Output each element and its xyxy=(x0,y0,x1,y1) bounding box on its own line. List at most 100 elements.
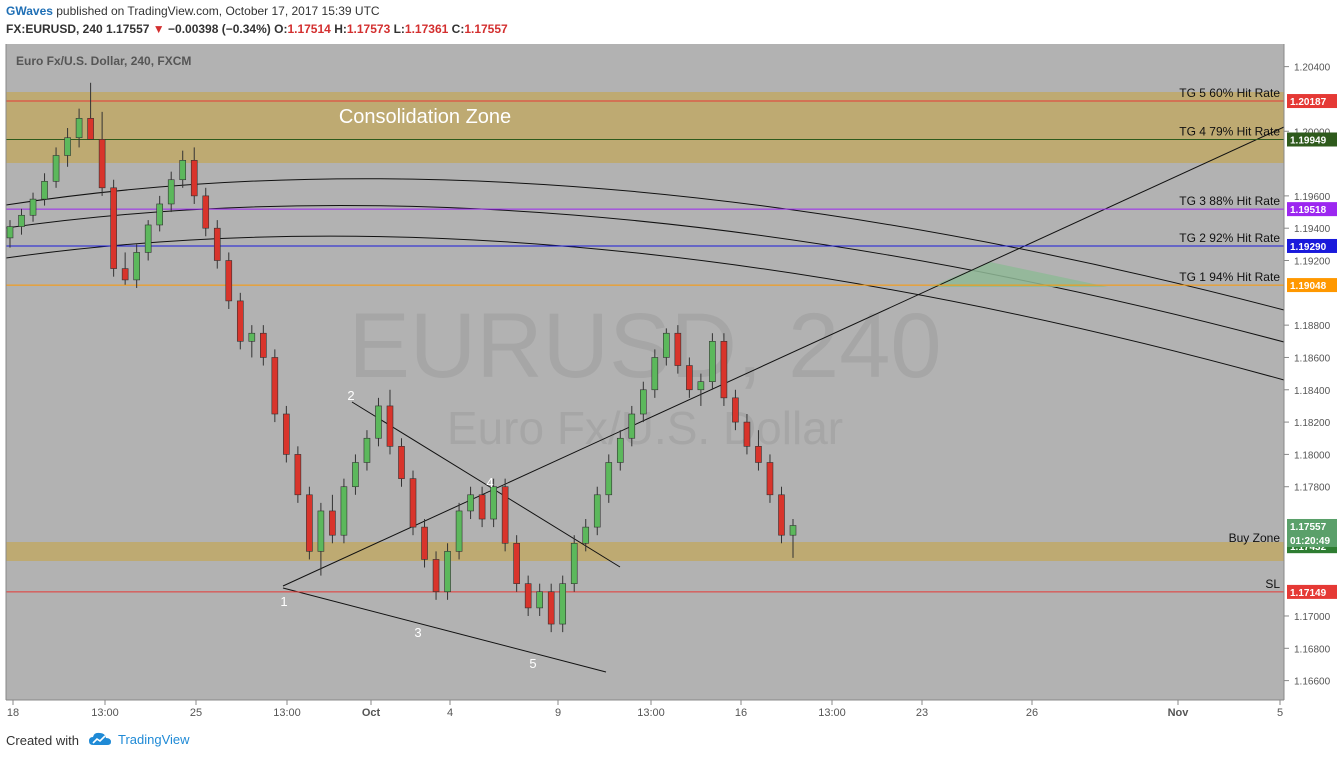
price-tag xyxy=(1287,202,1337,217)
price-tick-label: 1.16600 xyxy=(1294,677,1331,688)
arc-curve-3 xyxy=(5,235,1285,381)
candle-body xyxy=(732,397,739,423)
candle-body xyxy=(64,137,71,156)
candle-body xyxy=(444,551,451,593)
candle-body xyxy=(490,486,497,520)
down-triangle-icon: ▼ xyxy=(152,22,165,36)
tradingview-cloud-icon xyxy=(89,732,111,745)
candle-body xyxy=(213,227,221,261)
watermark-symbol: EURUSD, 240 xyxy=(348,295,941,397)
level-label: Buy Zone xyxy=(1229,531,1281,545)
price-tag xyxy=(1287,132,1337,147)
candle-body xyxy=(513,542,520,584)
symbol-label: FX:EURUSD, 240 xyxy=(6,22,103,36)
arc-curve-2 xyxy=(5,204,1285,343)
chart-footer: Created with TradingView xyxy=(0,727,1344,757)
candle-body xyxy=(29,198,37,216)
candle-body xyxy=(778,494,785,536)
chart-area[interactable]: EURUSD, 240 Euro Fx/U.S. Dollar Euro Fx/… xyxy=(0,42,1344,727)
author-link[interactable]: GWaves xyxy=(6,4,53,18)
close-value: 1.17557 xyxy=(464,22,508,36)
candle-body xyxy=(640,389,647,415)
high-label: H: xyxy=(334,22,347,36)
candle-body xyxy=(432,559,440,593)
chart-header: GWaves published on TradingView.com, Oct… xyxy=(0,0,1344,42)
wave-label-4: 4 xyxy=(486,475,493,490)
price-tag xyxy=(1287,278,1337,293)
candle-body xyxy=(306,494,313,552)
candle-body xyxy=(363,437,371,463)
trendline-up xyxy=(282,126,1285,587)
high-value: 1.17573 xyxy=(346,22,391,36)
tradingview-link[interactable]: TradingView xyxy=(118,731,190,747)
time-tick-label: Oct xyxy=(362,707,381,719)
time-tick-label: Nov xyxy=(1168,707,1190,719)
candle-body xyxy=(248,332,256,342)
time-tick-label: 4 xyxy=(447,707,453,719)
price-tag-label: 1.19290 xyxy=(1290,242,1327,253)
chart-svg[interactable]: EURUSD, 240 Euro Fx/U.S. Dollar Euro Fx/… xyxy=(0,42,1344,727)
candle-body xyxy=(18,214,25,227)
level-label: TG 1 94% Hit Rate xyxy=(1179,270,1280,284)
price-tick-label: 1.18400 xyxy=(1294,386,1331,397)
candle-body xyxy=(202,195,210,229)
close-label: C: xyxy=(451,22,465,36)
time-axis-ticks: 18 13:00 25 13:00 Oct 4 9 13:00 16 13:00 23 26 Nov 5 xyxy=(7,700,1283,719)
candle-body xyxy=(6,226,14,239)
candle-body xyxy=(271,357,279,415)
level-label: TG 5 60% Hit Rate xyxy=(1179,86,1280,100)
candle-body xyxy=(317,510,325,552)
price-tag-label: 1.19048 xyxy=(1290,281,1327,292)
created-with-text: Created with xyxy=(6,733,79,748)
price-tick-label: 1.16800 xyxy=(1294,644,1331,655)
low-label: L: xyxy=(393,22,405,36)
publish-info: GWaves published on TradingView.com, Oct… xyxy=(6,4,380,18)
price-tick-label: 1.19600 xyxy=(1294,192,1331,203)
candle-body xyxy=(536,591,543,609)
time-tick-label: 13:00 xyxy=(273,707,301,719)
candle-body xyxy=(755,446,762,463)
wedge-line-bottom xyxy=(282,587,607,673)
level-label: TG 3 88% Hit Rate xyxy=(1179,194,1280,208)
time-axis[interactable] xyxy=(6,700,1284,722)
last-price: 1.17557 xyxy=(106,22,150,36)
candle-body xyxy=(697,381,705,391)
candle-body xyxy=(663,332,670,358)
candle-body xyxy=(225,260,233,302)
candle-body xyxy=(236,300,244,342)
candle-body xyxy=(133,252,140,281)
time-tick-label: 16 xyxy=(735,707,747,719)
level-lines: TG 5 60% Hit Rate TG 4 79% Hit Rate TG 3 8… xyxy=(6,86,1284,593)
price-tag-label: 1.17149 xyxy=(1290,588,1327,599)
candle-body xyxy=(121,268,129,281)
candle-body xyxy=(352,462,359,488)
candle-body xyxy=(720,341,728,399)
candle-body xyxy=(766,462,774,496)
candle-body xyxy=(570,542,578,584)
candle-body xyxy=(409,478,417,528)
candle-body xyxy=(559,583,567,625)
time-tick-label: 13:00 xyxy=(637,707,665,719)
current-price-label: 1.17557 xyxy=(1290,522,1327,533)
price-tag-label: 1.20187 xyxy=(1290,97,1327,108)
wave-label-2: 2 xyxy=(347,388,354,403)
candle-body xyxy=(52,155,60,182)
candle-body xyxy=(709,341,716,382)
consolidation-zone xyxy=(6,92,1284,163)
candle-body xyxy=(144,224,152,253)
price-tick-label: 1.18800 xyxy=(1294,321,1331,332)
low-value: 1.17361 xyxy=(404,22,449,36)
level-label: TG 2 92% Hit Rate xyxy=(1179,231,1280,245)
price-tag xyxy=(1287,94,1337,109)
price-tick-label: 1.17800 xyxy=(1294,483,1331,494)
candle-body xyxy=(743,421,751,447)
wave-label-1: 1 xyxy=(280,594,287,609)
tradingview-brand[interactable]: TradingView xyxy=(88,731,190,747)
price-tag-label: 1.19949 xyxy=(1290,135,1327,146)
candle-body xyxy=(651,357,659,391)
price-tick-label: 1.18000 xyxy=(1294,450,1331,461)
candle-body xyxy=(87,118,94,140)
candle-body xyxy=(329,510,336,536)
time-tick-label: 13:00 xyxy=(818,707,846,719)
candle-body xyxy=(41,181,48,200)
